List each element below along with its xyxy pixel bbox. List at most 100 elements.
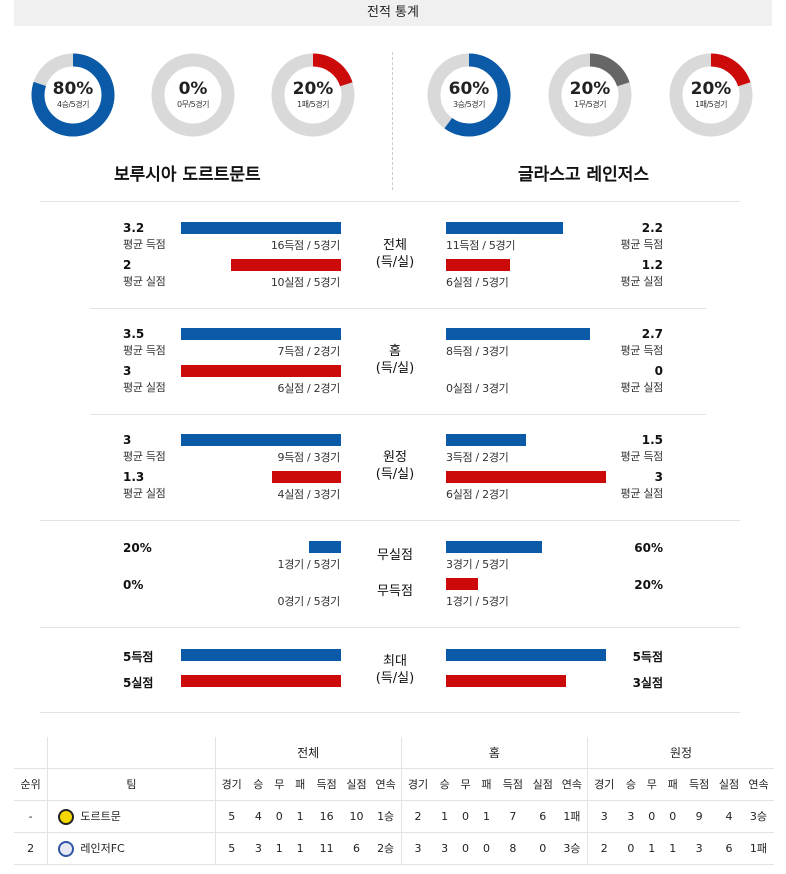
away-avg-conceded: 3 [654, 470, 663, 484]
donut-arc [427, 53, 511, 137]
home-scored-bar [181, 328, 341, 340]
home-conceded-bar-label: 10실점 / 5경기 [270, 276, 340, 289]
stat-cell: 2 [587, 832, 621, 865]
section-title: 전체 [383, 238, 407, 253]
home-avg-scored: 3.2 [123, 221, 145, 235]
team-cell[interactable]: 레인저FC [47, 832, 216, 865]
away-avg-conceded: 0 [654, 364, 663, 378]
stat-cell: 5 [214, 832, 248, 865]
stat-cell: 2승 [370, 832, 402, 865]
dortmund-logo-icon [58, 808, 75, 825]
home-max-conceded: 5실점 [123, 676, 154, 690]
stat-cell: 1패 [556, 800, 588, 833]
stat-cell: 2 [400, 800, 435, 833]
col-loss: 패 [662, 768, 684, 801]
stat-cell: 0 [476, 832, 497, 865]
away-avg-scored: 2.7 [641, 327, 663, 341]
home-clean-sheet-pct: 20% [123, 541, 152, 555]
stat-cell: 1 [662, 832, 684, 865]
stat-cell: 16 [310, 800, 343, 833]
away-conceded-bar [446, 471, 606, 483]
away-scored-bar [446, 434, 526, 446]
home-conceded-bar [181, 365, 341, 377]
group-overall: 전체 [214, 737, 402, 769]
donut-away-draw: 20% 1무/5경기 [547, 52, 633, 138]
donut-percent: 0% [178, 79, 208, 99]
stat-cell: 0 [528, 832, 557, 865]
donut-percent: 20% [690, 79, 732, 99]
stat-cell: 0 [455, 832, 477, 865]
away-avg-scored: 2.2 [641, 221, 663, 235]
col-win: 승 [620, 768, 642, 801]
away-avg-scored-label: 평균 득점 [620, 450, 664, 463]
away-scored-bar-label: 11득점 / 5경기 [446, 239, 516, 252]
group-home: 홈 [400, 737, 588, 769]
col-conceded: 실점 [528, 768, 557, 801]
col-rank: 순위 [14, 768, 48, 801]
stat-cell: 6 [342, 832, 371, 865]
home-failed-score-bar-label: 0경기 / 5경기 [277, 595, 341, 608]
divider [40, 712, 740, 713]
col-draw: 무 [641, 768, 663, 801]
away-conceded-bar-label: 6실점 / 2경기 [446, 488, 509, 501]
donut-arc [271, 53, 355, 137]
away-scored-bar-label: 8득점 / 3경기 [446, 345, 509, 358]
home-max-scored: 5득점 [123, 650, 154, 664]
away-conceded-bar [446, 259, 510, 271]
home-scored-bar [181, 222, 341, 234]
home-avg-conceded: 2 [123, 258, 132, 272]
stat-cell: 3승 [742, 800, 774, 833]
away-max-conceded-bar [446, 675, 566, 687]
stat-cell: 11 [310, 832, 343, 865]
home-conceded-bar [231, 259, 341, 271]
stat-cell: 1 [476, 800, 497, 833]
away-max-conceded: 3실점 [632, 676, 663, 690]
col-conceded: 실점 [342, 768, 371, 801]
donut-record: 0무/5경기 [177, 100, 209, 109]
stats-header: 전적 통계 [14, 0, 772, 26]
home-avg-scored-label: 평균 득점 [123, 238, 166, 251]
away-avg-scored: 1.5 [641, 433, 663, 447]
stat-cell: 1 [641, 832, 663, 865]
home-conceded-bar-label: 6실점 / 2경기 [277, 382, 341, 395]
home-failed-score-pct: 0% [123, 578, 144, 592]
donut-percent: 20% [569, 79, 611, 99]
home-max-conceded-bar [181, 675, 341, 687]
away-failed-score-pct: 20% [634, 578, 663, 592]
donut-record: 1패/5경기 [297, 100, 329, 109]
stat-cell: 1패 [742, 832, 774, 865]
donut-percent: 80% [52, 79, 94, 99]
away-failed-score-bar-label: 1경기 / 5경기 [446, 595, 509, 608]
stat-cell: 1 [434, 800, 456, 833]
donut-home-draw: 0% 0무/5경기 [150, 52, 236, 138]
table-column-header: 순위 팀 경기 승 무 패 득점 실점 연속 경기 승 무 패 득점 실점 연속… [14, 768, 774, 801]
home-scored-bar-label: 16득점 / 5경기 [270, 239, 340, 252]
col-loss: 패 [476, 768, 497, 801]
section-subtitle: (득/실) [375, 361, 415, 376]
away-max-scored: 5득점 [632, 650, 663, 664]
team-cell[interactable]: 도르트문 [47, 800, 216, 833]
col-win: 승 [434, 768, 456, 801]
donut-record: 4승/5경기 [57, 100, 89, 109]
section-label-overall: 전체 (득/실) [355, 237, 435, 271]
stat-cell: 3승 [556, 832, 588, 865]
donut-arc [548, 53, 632, 137]
stat-cell: 0 [268, 800, 290, 833]
home-clean-sheet-bar-label: 1경기 / 5경기 [277, 558, 341, 571]
away-clean-sheet-pct: 60% [634, 541, 663, 555]
donut-away-win: 60% 3승/5경기 [426, 52, 512, 138]
away-max-scored-bar [446, 649, 606, 661]
away-team-name: 글라스고 레인저스 [518, 165, 650, 185]
col-streak: 연속 [370, 768, 402, 801]
home-avg-conceded: 1.3 [123, 470, 145, 484]
empty-cell [14, 737, 48, 769]
team-name[interactable]: 레인저FC [80, 841, 125, 855]
stat-cell: 5 [214, 800, 248, 833]
home-avg-conceded: 3 [123, 364, 132, 378]
home-avg-scored-label: 평균 득점 [123, 344, 166, 357]
team-name[interactable]: 도르트문 [80, 809, 121, 823]
empty-cell [47, 737, 216, 769]
table-row: 2 레인저FC 5 3 1 1 11 6 2승 3 3 0 0 8 0 3승 2 0 1 1 3 6 1패 [14, 832, 774, 865]
col-streak: 연속 [742, 768, 774, 801]
stat-cell: 9 [683, 800, 716, 833]
